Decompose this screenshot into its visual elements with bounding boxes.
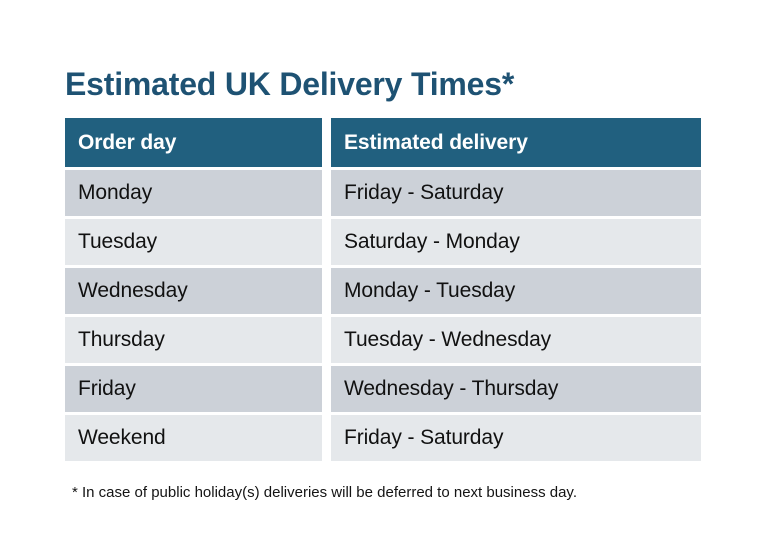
table-row: Thursday Tuesday - Wednesday [65, 317, 701, 363]
column-header-order-day-label: Order day [78, 130, 177, 154]
cell-order-day-value: Weekend [78, 426, 166, 449]
cell-order-day-value: Wednesday [78, 279, 188, 302]
cell-order-day-value: Tuesday [78, 230, 158, 253]
cell-estimated-delivery: Wednesday - Thursday [331, 366, 701, 412]
footnote: * In case of public holiday(s) deliverie… [72, 484, 577, 501]
cell-order-day: Thursday [65, 317, 322, 363]
cell-order-day-value: Friday [78, 377, 136, 400]
table-header-row: Order day Estimated delivery [65, 118, 701, 167]
column-header-order-day: Order day [65, 118, 322, 167]
cell-estimated-delivery-value: Saturday - Monday [344, 230, 520, 253]
column-header-estimated-delivery: Estimated delivery [331, 118, 701, 167]
cell-estimated-delivery: Friday - Saturday [331, 170, 701, 216]
cell-estimated-delivery: Friday - Saturday [331, 415, 701, 461]
table-row: Tuesday Saturday - Monday [65, 219, 701, 265]
page-title: Estimated UK Delivery Times* [65, 66, 515, 103]
table-row: Friday Wednesday - Thursday [65, 366, 701, 412]
table-row: Weekend Friday - Saturday [65, 415, 701, 461]
cell-order-day: Monday [65, 170, 322, 216]
cell-order-day: Wednesday [65, 268, 322, 314]
cell-order-day: Tuesday [65, 219, 322, 265]
delivery-times-table: Order day Estimated delivery Monday Frid… [65, 118, 701, 464]
cell-order-day: Friday [65, 366, 322, 412]
cell-estimated-delivery-value: Tuesday - Wednesday [344, 328, 552, 351]
table-row: Wednesday Monday - Tuesday [65, 268, 701, 314]
cell-order-day-value: Thursday [78, 328, 165, 351]
cell-estimated-delivery-value: Friday - Saturday [344, 181, 504, 204]
cell-estimated-delivery: Saturday - Monday [331, 219, 701, 265]
cell-estimated-delivery: Monday - Tuesday [331, 268, 701, 314]
cell-order-day-value: Monday [78, 181, 153, 204]
table-row: Monday Friday - Saturday [65, 170, 701, 216]
cell-estimated-delivery-value: Monday - Tuesday [344, 279, 516, 302]
cell-estimated-delivery-value: Wednesday - Thursday [344, 377, 559, 400]
column-header-estimated-delivery-label: Estimated delivery [344, 130, 528, 154]
cell-estimated-delivery-value: Friday - Saturday [344, 426, 504, 449]
cell-estimated-delivery: Tuesday - Wednesday [331, 317, 701, 363]
cell-order-day: Weekend [65, 415, 322, 461]
